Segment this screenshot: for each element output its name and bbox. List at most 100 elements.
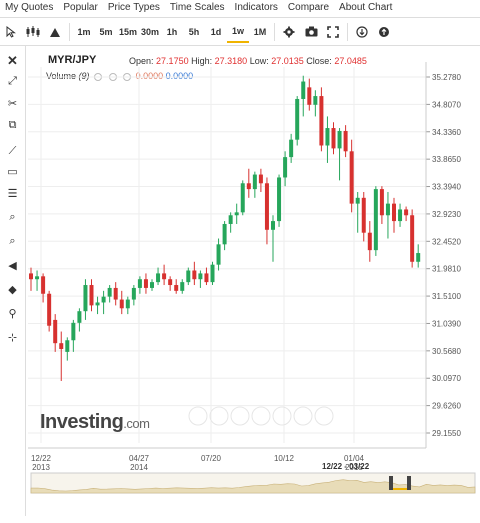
menu-popular[interactable]: Popular: [63, 2, 98, 13]
rectangle-icon[interactable]: ▭: [7, 165, 18, 178]
interval-1d[interactable]: 1d: [210, 26, 222, 37]
mountain-type-icon[interactable]: [44, 21, 66, 43]
volume-icon[interactable]: ◀: [8, 259, 17, 272]
candle-body: [343, 130, 348, 152]
navigator-series: [30, 479, 476, 494]
interval-15m[interactable]: 15m: [119, 26, 138, 37]
arrow-icon[interactable]: ◆: [8, 283, 17, 296]
candle-body: [379, 189, 384, 216]
interval-5m[interactable]: 5m: [99, 26, 113, 37]
candle-body: [174, 285, 179, 291]
copy-icon[interactable]: ⧉: [8, 118, 17, 131]
low-label: Low:: [249, 56, 269, 66]
candle-body: [29, 273, 33, 280]
toolbar-divider: [347, 22, 349, 41]
interval-5h[interactable]: 5h: [188, 26, 200, 37]
cloud-upload-icon[interactable]: [373, 21, 395, 43]
zoom-icon[interactable]: ⤢: [8, 74, 17, 87]
drawing-tools-panel: ✕ ⤢ ✂ ⧉ ⟋ ▭ ☰ ⌕ ⌕ ◀ ◆ ⚲ ⊹: [0, 46, 26, 516]
candle-body: [404, 209, 409, 216]
annotation-icon[interactable]: ⌕: [9, 234, 16, 247]
candle-body: [410, 215, 415, 262]
toolbar-divider: [69, 22, 70, 41]
menu-bar: My Quotes Popular Price Types Time Scale…: [0, 0, 480, 18]
toolbar-divider: [274, 22, 276, 41]
fullscreen-icon[interactable]: [322, 21, 344, 43]
candle-body: [204, 273, 209, 283]
candle-body: [107, 287, 112, 297]
investing-logo: Investing.com: [40, 411, 150, 434]
menu-my-quotes[interactable]: My Quotes: [5, 2, 54, 13]
high-label: High:: [191, 56, 213, 66]
volume-value-1: 0.0000: [135, 71, 164, 81]
chart-area[interactable]: MYR/JPY Open: 27.1750 High: 27.3180 Low:…: [26, 46, 480, 523]
open-label: Open:: [129, 56, 154, 66]
candle-body: [150, 282, 154, 288]
menu-indicators[interactable]: Indicators: [234, 2, 278, 13]
candle-body: [59, 343, 64, 349]
interval-1m[interactable]: 1m: [77, 26, 91, 37]
close-icon[interactable]: ✕: [7, 53, 18, 68]
menu-compare[interactable]: Compare: [287, 2, 330, 13]
y-tick-label: 30.5680: [432, 347, 461, 356]
candle-body: [119, 299, 124, 309]
candle-body: [361, 197, 366, 233]
x-tick-sublabel: 2015: [345, 463, 363, 472]
zoom-control-icon: [251, 406, 271, 426]
y-tick-label: 29.6260: [432, 402, 461, 411]
candle-body: [240, 183, 245, 213]
camera-icon[interactable]: [300, 21, 322, 43]
volume-label: Volume: [46, 71, 77, 81]
x-tick-label: 01/04: [344, 454, 365, 463]
interval-30m[interactable]: 30m: [141, 26, 160, 37]
close-value: 27.0485: [334, 56, 367, 66]
y-tick-label: 31.5100: [432, 292, 461, 301]
scissors-icon[interactable]: ✂: [7, 97, 18, 110]
crosshair-icon[interactable]: ⊹: [7, 331, 18, 344]
y-tick-label: 31.9810: [432, 265, 461, 274]
candle-body: [47, 293, 52, 326]
candle-body: [41, 276, 46, 294]
interval-1M[interactable]: 1M: [253, 26, 267, 37]
candle-body: [301, 81, 306, 99]
x-tick-sublabel: 2013: [32, 463, 50, 472]
candle-body: [131, 287, 136, 300]
candle-body: [89, 285, 94, 306]
trendline-icon[interactable]: ⟋: [8, 144, 17, 157]
fibonacci-icon[interactable]: ☰: [7, 187, 18, 200]
y-tick-label: 30.0970: [432, 374, 461, 383]
pointer-icon[interactable]: [0, 21, 22, 43]
close-label: Close:: [306, 56, 332, 66]
x-tick-label: 04/27: [129, 454, 150, 463]
candle-body: [228, 215, 233, 224]
candle-body: [392, 203, 396, 222]
settings-icon[interactable]: [278, 21, 300, 43]
toolbar: 1m 5m 15m 30m 1h 5h 1d 1w 1M: [0, 18, 480, 46]
menu-price-types[interactable]: Price Types: [107, 2, 160, 13]
x-tick-label: 07/20: [201, 454, 222, 463]
interval-1w[interactable]: 1w: [227, 21, 250, 43]
candle-body: [234, 212, 239, 216]
y-tick-label: 34.3360: [432, 128, 461, 137]
menu-time-scales[interactable]: Time Scales: [169, 2, 225, 13]
candlestick-type-icon[interactable]: [22, 21, 44, 43]
zoom-control-icon: [209, 406, 229, 426]
cloud-download-icon[interactable]: [351, 21, 373, 43]
candle-body: [83, 285, 88, 312]
candle-body: [216, 244, 221, 265]
candle-body: [295, 98, 300, 140]
candle-body: [385, 203, 390, 216]
menu-about-chart[interactable]: About Chart: [339, 2, 393, 13]
candle-body: [325, 128, 330, 146]
magnet-icon[interactable]: ⚲: [8, 307, 17, 320]
candle-body: [416, 253, 421, 262]
y-tick-label: 32.9230: [432, 210, 461, 219]
text-icon[interactable]: ⌕: [9, 210, 16, 223]
candle-body: [65, 340, 70, 352]
interval-1h[interactable]: 1h: [166, 26, 178, 37]
candle-body: [95, 302, 100, 306]
candle-body: [162, 273, 167, 280]
zoom-control-icon: [188, 406, 208, 426]
candle-body: [143, 279, 148, 288]
candle-body: [198, 273, 203, 280]
